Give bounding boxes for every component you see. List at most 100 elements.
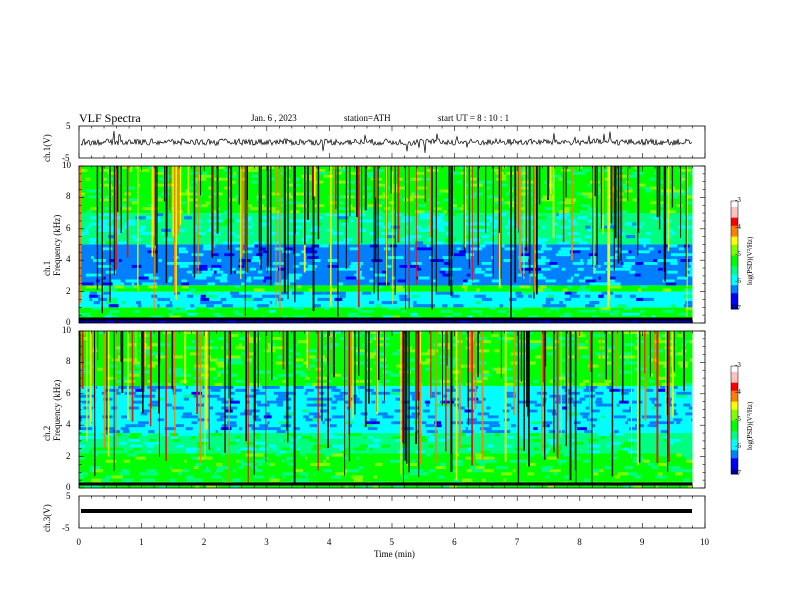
spectrogram-streak [565, 166, 567, 198]
spectrogram-cell [492, 450, 496, 454]
spectrogram-cell [550, 174, 561, 178]
spectrogram-cell [210, 469, 213, 473]
spectrogram-cell [247, 424, 255, 428]
spectrogram-cell [249, 267, 256, 271]
spectrogram-cell [354, 427, 359, 431]
spectrogram-cell [211, 418, 217, 422]
spectrogram-cell [546, 310, 550, 313]
spectrogram-cell [402, 216, 412, 220]
spectrogram-cell [677, 456, 684, 460]
spectrogram-cell [353, 361, 360, 365]
spectrogram-cell [97, 216, 101, 220]
spectrogram-cell [103, 370, 115, 374]
spectrogram-cell [115, 331, 125, 335]
spectrogram-cell [229, 364, 234, 368]
spectrogram-cell [206, 337, 218, 341]
spectrogram-cell [101, 174, 113, 178]
spectrogram-cell [638, 462, 648, 467]
spectrogram-cell [363, 435, 366, 439]
spectrogram-cell [215, 462, 223, 467]
spectrogram-cell [654, 484, 659, 488]
spectrogram-streak [419, 331, 421, 363]
spectrogram-cell [324, 307, 327, 311]
spectrogram-streak [230, 331, 232, 413]
spectrogram-cell [244, 261, 256, 265]
spectrogram-cell [596, 403, 608, 407]
spectrogram-cell [422, 282, 428, 286]
spectrogram-cell [489, 219, 500, 223]
spectrogram-streak [316, 166, 318, 221]
spectrogram-cell [439, 462, 447, 467]
spectrogram-cell [556, 216, 567, 220]
spectrogram-cell [492, 418, 504, 422]
spectrogram-cell [510, 288, 518, 292]
spectrogram-cell [273, 391, 286, 395]
spectrogram-cell [637, 466, 643, 470]
spectrogram-cell [649, 320, 654, 323]
spectrogram-cell [158, 267, 170, 271]
spectrogram-cell [406, 358, 415, 362]
spectrogram-cell [102, 177, 107, 181]
spectrogram-cell [109, 394, 117, 398]
spectrogram-cell [396, 349, 404, 353]
spectrogram-cell [643, 459, 650, 463]
spectrogram-cell [465, 484, 472, 488]
spectrogram-cell [228, 343, 236, 347]
spectrogram-cell [362, 343, 366, 347]
spectrogram-cell [552, 291, 556, 295]
spectrogram-cell [413, 253, 422, 257]
spectrogram-cell [131, 382, 139, 386]
spectrogram-cell [221, 400, 231, 404]
spectrogram-cell [326, 385, 337, 389]
spectrogram-cell [454, 228, 459, 232]
spectrogram-cell [505, 385, 509, 389]
spectrogram-cell [622, 253, 629, 257]
spectrogram-cell [165, 294, 178, 298]
spectrogram-cell [179, 225, 182, 229]
spectrogram-streak [102, 166, 104, 215]
spectrogram-cell [224, 253, 235, 257]
spectrogram-cell [650, 462, 655, 467]
spectrogram-cell [453, 171, 461, 175]
spectrogram-cell [456, 441, 469, 445]
spectrogram-cell [142, 207, 151, 211]
spectrogram-cell [422, 433, 432, 436]
spectrogram-cell [531, 438, 541, 442]
spectrogram-cell [133, 418, 141, 422]
spectrogram-cell [424, 370, 432, 374]
spectrogram-cell [268, 174, 277, 178]
spectrogram-cell [673, 418, 683, 422]
spectrogram-cell [294, 370, 305, 374]
spectrogram-cell [544, 435, 551, 439]
spectrogram-cell [317, 320, 328, 323]
spectrogram-cell [578, 310, 588, 313]
spectrogram-cell [534, 403, 545, 407]
spectrogram-cell [304, 247, 314, 251]
spectrogram-streak [175, 166, 177, 300]
spectrogram-cell [141, 433, 148, 436]
spectrogram-cell [233, 397, 242, 401]
spectrogram-cell [539, 285, 547, 289]
spectrogram-cell [91, 288, 103, 292]
spectrogram-cell [550, 304, 555, 308]
spectrogram-cell [523, 195, 532, 199]
spectrogram-cell [158, 397, 165, 401]
spectrogram-cell [514, 270, 525, 274]
spectrogram-cell [311, 415, 314, 419]
spectrogram-cell [528, 340, 535, 344]
spectrogram-cell [88, 294, 99, 298]
spectrogram-cell [482, 478, 486, 482]
spectrogram-cell [644, 264, 653, 268]
spectrogram-cell [79, 370, 90, 374]
spectrogram-cell [331, 453, 344, 457]
spectrogram-cell [460, 247, 471, 251]
spectrogram-cell [520, 320, 531, 323]
spectrogram-cell [561, 201, 573, 205]
spectrogram-cell [184, 331, 196, 335]
spectrogram-streak [144, 331, 146, 367]
spectrogram-cell [224, 282, 230, 286]
spectrogram-cell [280, 424, 291, 428]
spectrogram-cell [627, 418, 634, 422]
spectrogram-cell [615, 441, 621, 445]
spectrogram-cell [191, 421, 198, 425]
